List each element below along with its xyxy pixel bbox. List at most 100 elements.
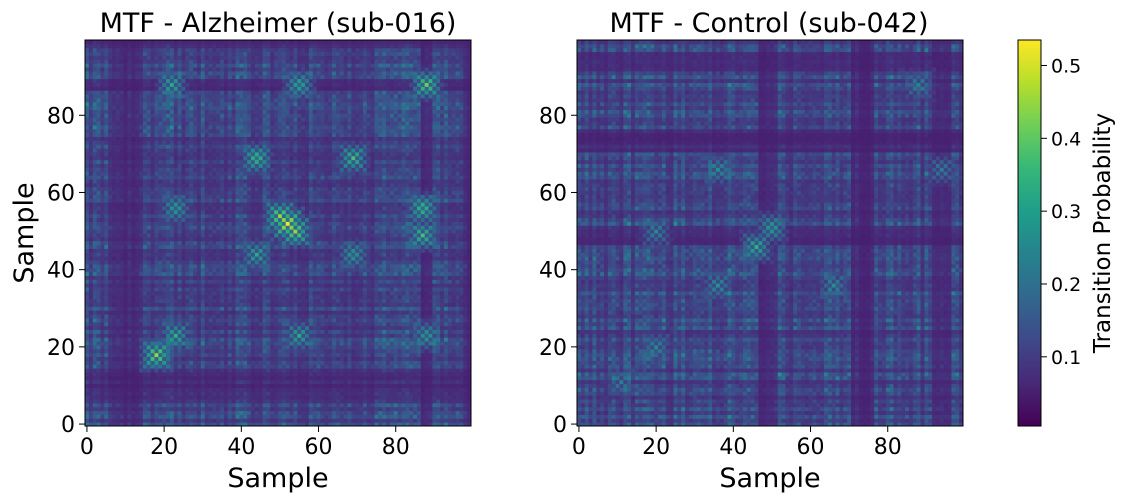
heatmap-cell: [432, 395, 437, 400]
heatmap-cell: [413, 422, 418, 427]
heatmap-cell: [227, 287, 233, 292]
heatmap-cell: [347, 379, 352, 385]
heatmap-cell: [386, 414, 391, 419]
heatmap-cell: [413, 341, 418, 346]
heatmap-cell: [351, 414, 356, 419]
heatmap-cell: [451, 379, 457, 385]
heatmap-cell: [293, 395, 298, 400]
heatmap-cell: [274, 402, 279, 408]
heatmap-cell: [108, 387, 113, 392]
heatmap-cell: [297, 410, 302, 415]
heatmap-cell: [216, 422, 221, 427]
heatmap-cell: [293, 306, 298, 311]
heatmap-cell: [239, 364, 244, 369]
heatmap-cell: [440, 344, 445, 350]
heatmap-cell: [274, 298, 279, 303]
heatmap-cell: [432, 333, 437, 338]
heatmap-cell: [278, 279, 283, 284]
heatmap-cell: [378, 414, 383, 419]
heatmap-cell: [281, 321, 287, 327]
heatmap-cell: [455, 379, 460, 385]
heatmap-cell: [416, 375, 422, 381]
heatmap-cell: [200, 267, 206, 273]
heatmap-cell: [274, 306, 279, 311]
heatmap-cell: [123, 329, 128, 334]
heatmap-cell: [158, 356, 163, 361]
heatmap-cell: [335, 287, 341, 292]
heatmap-cell: [405, 275, 410, 280]
heatmap-cell: [343, 294, 348, 300]
heatmap-cell: [424, 321, 430, 327]
heatmap-cell: [177, 248, 182, 253]
heatmap-cell: [420, 402, 426, 408]
heatmap-cell: [285, 341, 291, 346]
heatmap-cell: [127, 310, 132, 315]
heatmap-cell: [270, 344, 275, 350]
heatmap-cell: [359, 325, 364, 330]
heatmap-cell: [320, 364, 325, 369]
heatmap-cell: [92, 310, 98, 315]
heatmap-cell: [166, 294, 171, 300]
heatmap-cell: [112, 371, 117, 377]
heatmap-cell: [463, 298, 468, 303]
heatmap-cell: [316, 279, 321, 284]
heatmap-cell: [293, 271, 298, 276]
heatmap-cell: [293, 398, 298, 404]
heatmap-cell: [250, 298, 256, 303]
heatmap-cell: [216, 233, 221, 238]
heatmap-cell: [270, 310, 275, 315]
heatmap-cell: [324, 414, 329, 419]
heatmap-cell: [432, 418, 437, 423]
heatmap-cell: [139, 418, 144, 423]
heatmap-cell: [196, 310, 202, 315]
heatmap-cell: [235, 260, 240, 265]
heatmap-cell: [254, 283, 260, 288]
heatmap-cell: [193, 290, 198, 296]
heatmap-cell: [208, 321, 213, 327]
heatmap-cell: [297, 244, 302, 249]
heatmap-cell: [150, 329, 155, 334]
heatmap-cell: [96, 240, 101, 246]
heatmap-cell: [104, 275, 109, 280]
heatmap-cell: [158, 321, 163, 327]
heatmap-cell: [359, 398, 364, 404]
heatmap-cell: [370, 395, 375, 400]
heatmap-cell: [270, 368, 275, 373]
heatmap-cell: [386, 360, 391, 365]
heatmap-cell: [366, 290, 372, 296]
heatmap-cell: [285, 287, 291, 292]
heatmap-cell: [432, 260, 437, 265]
heatmap-cell: [112, 422, 117, 427]
heatmap-cell: [173, 233, 179, 238]
heatmap-cell: [370, 333, 375, 338]
heatmap-cell: [154, 256, 159, 261]
heatmap-cell: [235, 236, 240, 242]
heatmap-cell: [428, 290, 433, 296]
heatmap-cell: [243, 391, 248, 396]
heatmap-cell: [320, 283, 325, 288]
heatmap-cell: [266, 287, 271, 292]
heatmap-cell: [393, 364, 399, 369]
heatmap-cell: [104, 371, 109, 377]
heatmap-cell: [216, 387, 221, 392]
heatmap-cell: [335, 352, 341, 358]
heatmap-cell: [274, 414, 279, 419]
heatmap-cell: [223, 410, 229, 415]
heatmap-cell: [85, 398, 90, 404]
heatmap-cell: [328, 329, 333, 334]
heatmap-cell: [119, 314, 125, 319]
heatmap-cell: [258, 252, 264, 257]
heatmap-cell: [436, 337, 441, 342]
heatmap-cell: [135, 391, 140, 396]
heatmap-cell: [131, 248, 136, 253]
heatmap-cell: [297, 356, 302, 361]
heatmap-cell: [258, 260, 264, 265]
heatmap-cell: [212, 402, 217, 408]
heatmap-cell: [324, 371, 329, 377]
heatmap-cell: [196, 352, 202, 358]
heatmap-cell: [278, 325, 283, 330]
heatmap-cell: [266, 348, 271, 354]
heatmap-cell: [443, 337, 449, 342]
heatmap-cell: [308, 379, 314, 385]
heatmap-cell: [239, 267, 244, 273]
